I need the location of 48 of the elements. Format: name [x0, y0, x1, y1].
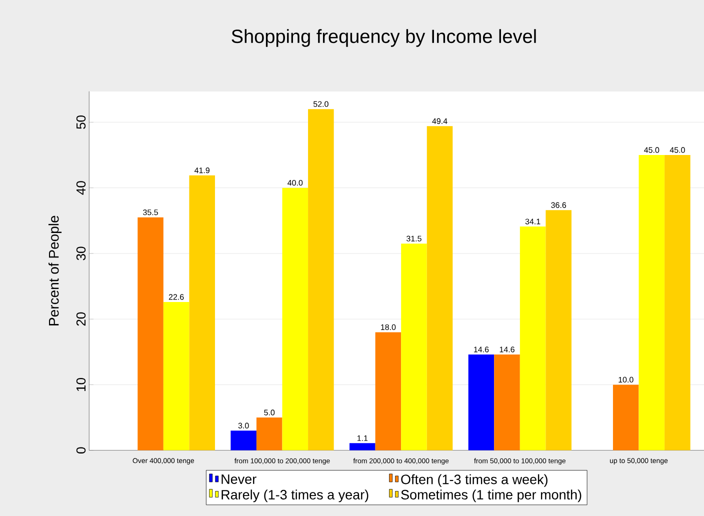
- bar: [546, 210, 572, 450]
- legend-label: Sometimes (1 time per month): [401, 490, 582, 502]
- y-tick-label: 50: [76, 115, 86, 129]
- data-label: 14.6: [500, 346, 514, 352]
- bar: [163, 302, 190, 450]
- legend-label: Never: [222, 474, 256, 484]
- data-label: 5.0: [264, 410, 275, 416]
- data-label: 34.1: [525, 218, 540, 224]
- bar: [350, 443, 376, 450]
- data-label: 41.9: [194, 168, 210, 174]
- data-label: 14.6: [474, 346, 489, 352]
- data-label: 49.4: [432, 118, 448, 124]
- data-label: 35.5: [143, 210, 158, 216]
- data-label: 31.5: [406, 236, 422, 242]
- data-label: 45.0: [644, 147, 660, 153]
- data-label: 22.6: [168, 294, 184, 300]
- bar: [520, 226, 546, 450]
- bar: [308, 109, 334, 450]
- y-tick-label: 0: [76, 447, 86, 454]
- data-label: 36.6: [551, 202, 566, 208]
- y-tick-label: 30: [76, 246, 86, 260]
- data-label: 3.0: [238, 422, 249, 428]
- data-label: 18.0: [381, 324, 396, 330]
- data-label: 45.0: [670, 147, 685, 153]
- bar: [401, 244, 427, 450]
- chart-title: Shopping frequency by Income level: [232, 29, 536, 47]
- y-axis-title: Percent of People: [48, 216, 62, 326]
- y-tick-label: 20: [76, 312, 86, 326]
- y-tick-label: 10: [76, 378, 86, 391]
- bar: [426, 126, 453, 450]
- bar: [375, 332, 402, 450]
- bar: [612, 384, 639, 450]
- data-label: 52.0: [313, 101, 328, 107]
- bar: [494, 354, 520, 450]
- data-label: 10.0: [618, 376, 634, 383]
- bar: [230, 430, 256, 450]
- bar: [638, 155, 665, 450]
- bar: [256, 418, 282, 450]
- bar: [282, 188, 308, 450]
- legend-label: Rarely (1-3 times a year): [222, 490, 368, 502]
- bar: [664, 155, 690, 450]
- y-tick-label: 40: [76, 181, 86, 195]
- data-label: 1.1: [357, 435, 368, 441]
- bar: [138, 217, 164, 450]
- bar: [189, 175, 215, 450]
- bar: [468, 354, 494, 450]
- legend-label: Often (1-3 times a week): [401, 474, 548, 487]
- data-label: 40.0: [288, 180, 303, 186]
